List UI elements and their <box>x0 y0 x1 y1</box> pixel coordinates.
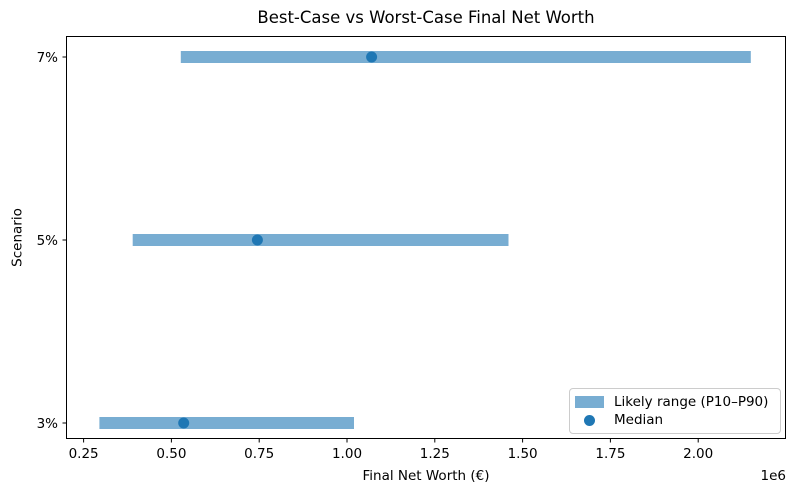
range-bar-3pct <box>99 417 355 429</box>
chart-title: Best-Case vs Worst-Case Final Net Worth <box>257 8 595 27</box>
x-tick-label-1.75: 1.75 <box>595 446 625 462</box>
legend-median-swatch-box <box>575 414 604 427</box>
legend-range-swatch-box <box>575 396 604 409</box>
range-bar-5pct <box>132 234 509 246</box>
y-tick-label-7pct: 7% <box>37 50 59 66</box>
x-axis-offset-text: 1e6 <box>760 468 786 484</box>
median-dot-7pct <box>366 51 378 63</box>
median-dot-5pct <box>251 234 263 246</box>
legend-label-range: Likely range (P10–P90) <box>614 394 769 410</box>
y-axis-label: Scenario <box>9 208 26 267</box>
median-dot-3pct <box>178 417 190 429</box>
range-bar-swatch-icon <box>575 396 604 408</box>
legend-label-median: Median <box>614 412 664 428</box>
x-tick-label-2.00: 2.00 <box>683 446 713 462</box>
y-tick-label-3pct: 3% <box>37 416 59 432</box>
x-tick-label-0.75: 0.75 <box>244 446 274 462</box>
legend-item-range: Likely range (P10–P90) <box>575 394 774 410</box>
x-axis-label: Final Net Worth (€) <box>362 468 490 484</box>
median-dot-swatch-icon <box>584 414 595 426</box>
x-tick-label-1.25: 1.25 <box>420 446 450 462</box>
y-tick-label-5pct: 5% <box>37 233 59 249</box>
x-tick-label-0.50: 0.50 <box>156 446 186 462</box>
x-tick-label-1.00: 1.00 <box>332 446 362 462</box>
range-bar-7pct <box>180 51 751 63</box>
x-tick-label-1.50: 1.50 <box>508 446 538 462</box>
legend: Likely range (P10–P90) Median <box>569 388 781 434</box>
x-tick-label-0.25: 0.25 <box>69 446 99 462</box>
legend-item-median: Median <box>575 412 774 428</box>
axes-spines <box>66 36 786 439</box>
